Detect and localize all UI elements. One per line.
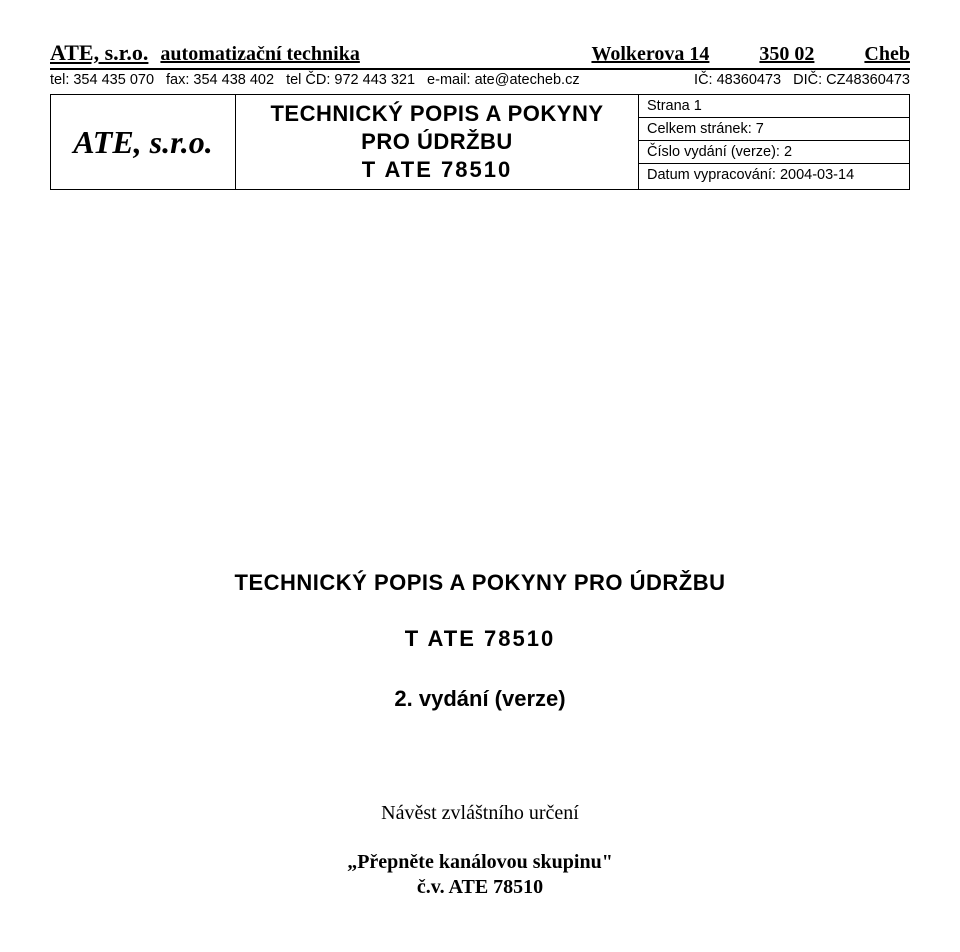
contact-line: tel: 354 435 070 fax: 354 438 402 tel ČD… <box>50 70 910 88</box>
box-meta-total-pages: Celkem stránek: 7 <box>639 118 909 141</box>
contact-ic: IČ: 48360473 <box>694 72 781 88</box>
contact-fax: fax: 354 438 402 <box>166 72 274 88</box>
main-subtitle-2: „Přepněte kanálovou skupinu" <box>50 851 910 874</box>
company-description: automatizační technika <box>160 43 579 66</box>
letterhead-top: ATE, s.r.o. automatizační technika Wolke… <box>50 40 910 70</box>
box-meta-date: Datum vypracování: 2004-03-14 <box>639 164 909 186</box>
contact-tel: tel: 354 435 070 <box>50 72 154 88</box>
address-city: Cheb <box>864 43 910 66</box>
contact-telcd: tel ČD: 972 443 321 <box>286 72 415 88</box>
address-zip: 350 02 <box>759 43 814 66</box>
box-meta-version: Číslo vydání (verze): 2 <box>639 141 909 164</box>
address-street: Wolkerova 14 <box>591 43 709 66</box>
box-company-logo-text: ATE, s.r.o. <box>51 95 236 189</box>
contact-dic: DIČ: CZ48360473 <box>793 72 910 88</box>
box-title-line1: TECHNICKÝ POPIS A POKYNY <box>246 101 628 127</box>
company-name: ATE, s.r.o. <box>50 40 148 66</box>
main-content: TECHNICKÝ POPIS A POKYNY PRO ÚDRŽBU T AT… <box>50 570 910 899</box>
box-meta-page: Strana 1 <box>639 95 909 118</box>
info-box: ATE, s.r.o. TECHNICKÝ POPIS A POKYNY PRO… <box>50 94 910 190</box>
main-title: TECHNICKÝ POPIS A POKYNY PRO ÚDRŽBU <box>50 570 910 596</box>
box-title-line2: PRO ÚDRŽBU <box>246 129 628 155</box>
main-edition: 2. vydání (verze) <box>50 686 910 712</box>
main-subtitle-1: Návěst zvláštního určení <box>50 802 910 825</box>
box-title-block: TECHNICKÝ POPIS A POKYNY PRO ÚDRŽBU T AT… <box>236 95 639 189</box>
main-subtitle-3: č.v. ATE 78510 <box>50 876 910 899</box>
main-code: T ATE 78510 <box>50 626 910 652</box>
box-title-line3: T ATE 78510 <box>246 157 628 183</box>
contact-email: e-mail: ate@atecheb.cz <box>427 72 580 88</box>
box-meta-block: Strana 1 Celkem stránek: 7 Číslo vydání … <box>639 95 909 189</box>
